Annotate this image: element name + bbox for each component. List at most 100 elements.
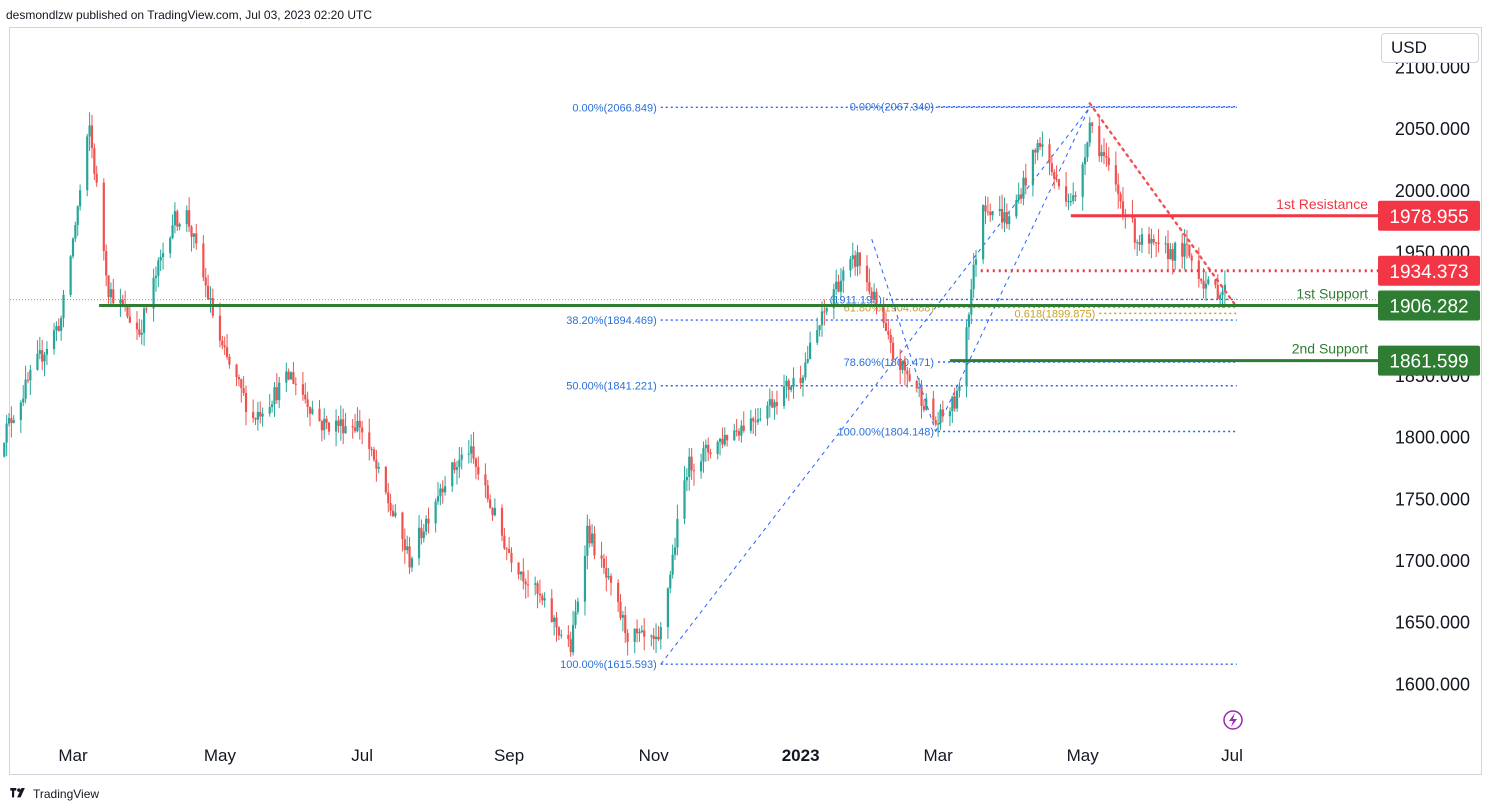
candle-body	[740, 425, 743, 436]
candle	[157, 257, 160, 288]
candle-body	[1019, 194, 1023, 199]
candle	[723, 427, 726, 447]
candle	[5, 414, 8, 457]
candle-body	[311, 408, 314, 414]
candle	[586, 514, 589, 570]
candle	[1003, 197, 1006, 233]
candle-body	[657, 636, 660, 640]
fib-retracement[interactable]: 0.618(1899.875)	[1015, 308, 1237, 320]
candle	[10, 406, 13, 438]
x-tick-label: Jul	[1221, 746, 1243, 765]
candle-body	[152, 277, 155, 309]
fib-retracement[interactable]: 0.00%(2066.849) 38.20%(1894.469) 50.00%(18…	[560, 102, 1237, 671]
candle	[737, 428, 741, 441]
candle-body	[375, 459, 378, 469]
candle	[1053, 169, 1056, 189]
candle	[702, 441, 705, 473]
candle	[327, 421, 331, 436]
candle	[403, 528, 406, 564]
candle-body	[941, 409, 944, 417]
candle-body	[417, 527, 421, 559]
price-badge-bg	[1378, 255, 1480, 286]
candle-body	[640, 630, 643, 632]
candle-body	[109, 289, 113, 298]
candle	[1181, 233, 1184, 269]
candle	[932, 390, 935, 426]
candle-body	[735, 430, 738, 432]
candle	[908, 368, 911, 383]
candle-body	[671, 554, 674, 575]
candle-body	[1024, 177, 1027, 186]
candles-layer	[3, 112, 1226, 657]
support-price-badge[interactable]: 1906.282	[1378, 290, 1480, 321]
resistance-price-badge[interactable]: 1978.955	[1378, 200, 1480, 231]
fib-retracement[interactable]: (1911.193)	[830, 239, 1237, 432]
candle-body	[934, 420, 937, 425]
downtrend-line[interactable]	[1088, 102, 1238, 309]
fib-retracement[interactable]: 0.00%(2067.340)61.80%(1904.688)78.60%(18…	[837, 102, 1237, 439]
candle	[673, 537, 677, 560]
candle-body	[624, 615, 627, 633]
candle-body	[500, 507, 504, 536]
candle	[626, 629, 629, 656]
candle-body	[908, 374, 911, 381]
candle-body	[325, 418, 328, 423]
candle	[334, 409, 338, 447]
candle-body	[1214, 279, 1217, 286]
candle	[112, 278, 115, 305]
candle-body	[536, 583, 539, 594]
fib-anchor-line	[871, 239, 937, 432]
event-lightning-icon[interactable]	[1223, 710, 1243, 730]
candle	[242, 376, 245, 396]
candle-body	[41, 350, 44, 362]
candle	[1150, 228, 1153, 259]
candle	[26, 372, 30, 384]
candle	[699, 453, 703, 479]
candle-body	[650, 635, 653, 637]
candle-body	[275, 387, 278, 401]
candle	[951, 396, 954, 423]
candle-body	[619, 601, 622, 618]
candle-body	[920, 387, 923, 406]
candle-body	[22, 398, 25, 403]
candle-body	[709, 452, 712, 455]
candle-body	[503, 535, 506, 549]
candle-body	[925, 398, 928, 410]
candle-body	[666, 588, 670, 628]
candle-body	[875, 291, 878, 308]
candle-body	[484, 474, 487, 486]
candle-body	[574, 611, 577, 625]
candle	[358, 409, 361, 440]
support-price-badge[interactable]: 1861.599	[1378, 345, 1480, 376]
currency-selector[interactable]: USD	[1381, 33, 1479, 63]
candle-body	[62, 294, 65, 319]
candle-body	[36, 353, 39, 370]
candle	[955, 388, 959, 412]
candle-body	[256, 411, 259, 420]
candle-body	[408, 546, 411, 568]
candle	[657, 625, 660, 642]
candle-body	[953, 396, 956, 409]
candle-body	[1081, 164, 1084, 197]
candle	[1008, 210, 1011, 230]
candle	[275, 373, 278, 404]
candle	[676, 504, 679, 556]
candle-body	[71, 238, 75, 257]
chart-frame[interactable]	[9, 27, 1482, 775]
candle-body	[951, 396, 954, 412]
candle-body	[785, 380, 788, 387]
candle	[560, 629, 563, 639]
candle-body	[508, 549, 511, 553]
resistance-price-badge[interactable]: 1934.373	[1378, 255, 1480, 286]
candle	[93, 143, 96, 181]
candle-body	[121, 299, 124, 306]
y-tick-label: 2050.000	[1395, 119, 1470, 139]
candle-body	[1034, 149, 1037, 153]
candle	[1155, 241, 1158, 258]
badges-layer: 1978.955 1934.373 1906.282 1861.599	[1378, 200, 1480, 376]
candle-body	[145, 308, 148, 310]
candle	[974, 250, 978, 277]
candle	[1074, 191, 1077, 202]
candle	[342, 408, 345, 445]
